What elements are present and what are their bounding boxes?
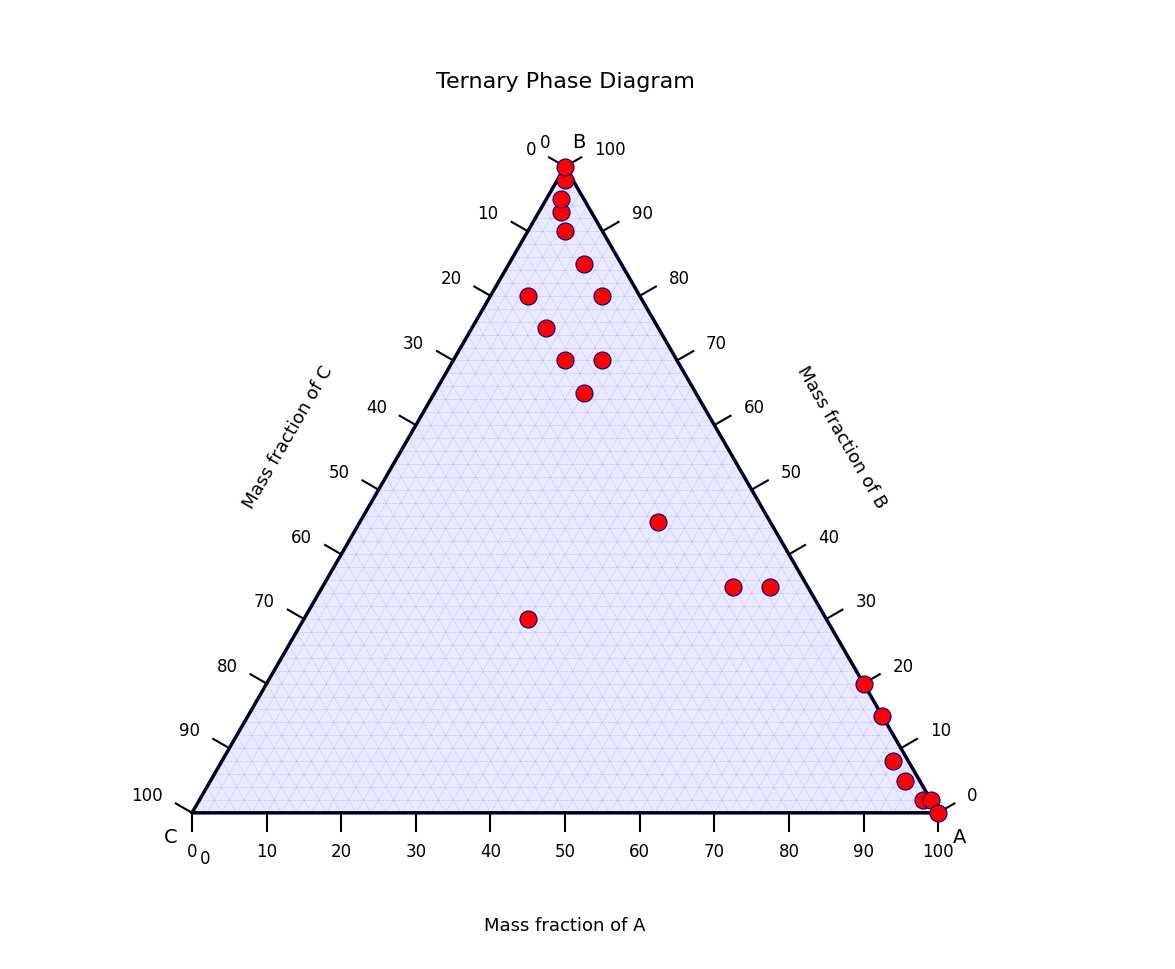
Text: 10: 10: [929, 723, 951, 740]
Point: [884, 753, 902, 768]
Point: [593, 288, 612, 303]
Text: 20: 20: [893, 658, 914, 675]
Polygon shape: [192, 167, 938, 813]
Text: 100: 100: [595, 141, 626, 159]
Text: 30: 30: [855, 593, 877, 611]
Text: 100: 100: [922, 843, 954, 860]
Text: 20: 20: [330, 843, 351, 860]
Text: Mass fraction of B: Mass fraction of B: [794, 363, 891, 512]
Point: [537, 321, 556, 336]
Point: [895, 772, 914, 788]
Point: [575, 385, 593, 400]
Text: 100: 100: [132, 787, 163, 805]
Text: 70: 70: [706, 334, 727, 353]
Text: 80: 80: [669, 270, 690, 288]
Text: 80: 80: [216, 658, 237, 675]
Point: [921, 792, 940, 807]
Text: 30: 30: [405, 843, 427, 860]
Text: 40: 40: [481, 843, 501, 860]
Text: 70: 70: [254, 593, 275, 611]
Text: 10: 10: [256, 843, 277, 860]
Point: [556, 353, 575, 368]
Text: 50: 50: [329, 464, 349, 482]
Point: [593, 353, 612, 368]
Text: 0: 0: [200, 850, 210, 868]
Point: [556, 224, 575, 239]
Point: [575, 256, 593, 271]
Text: Mass fraction of C: Mass fraction of C: [240, 363, 336, 512]
Text: 0: 0: [525, 141, 536, 159]
Point: [518, 288, 537, 303]
Point: [552, 191, 571, 206]
Text: 30: 30: [403, 334, 424, 353]
Text: 0: 0: [539, 134, 550, 152]
Text: 60: 60: [291, 528, 313, 547]
Text: 90: 90: [853, 843, 874, 860]
Text: Mass fraction of A: Mass fraction of A: [484, 918, 646, 935]
Text: 90: 90: [180, 723, 200, 740]
Point: [552, 204, 571, 220]
Text: 40: 40: [818, 528, 839, 547]
Point: [724, 578, 743, 594]
Point: [873, 708, 892, 724]
Text: 80: 80: [779, 843, 799, 860]
Text: A: A: [953, 828, 967, 847]
Point: [914, 792, 933, 807]
Text: 20: 20: [441, 270, 462, 288]
Text: 50: 50: [555, 843, 576, 860]
Point: [556, 159, 575, 174]
Text: C: C: [163, 828, 177, 847]
Text: 0: 0: [187, 843, 197, 860]
Point: [928, 805, 947, 821]
Point: [518, 611, 537, 627]
Point: [556, 172, 575, 187]
Text: 60: 60: [630, 843, 650, 860]
Text: 70: 70: [704, 843, 725, 860]
Text: 10: 10: [477, 205, 498, 224]
Text: 50: 50: [780, 464, 801, 482]
Point: [854, 675, 873, 691]
Text: 90: 90: [631, 205, 652, 224]
Point: [761, 578, 780, 594]
Text: 60: 60: [744, 399, 765, 418]
Text: Ternary Phase Diagram: Ternary Phase Diagram: [436, 72, 694, 92]
Text: 0: 0: [967, 787, 978, 805]
Text: B: B: [572, 133, 586, 152]
Point: [649, 515, 667, 530]
Text: 40: 40: [365, 399, 387, 418]
